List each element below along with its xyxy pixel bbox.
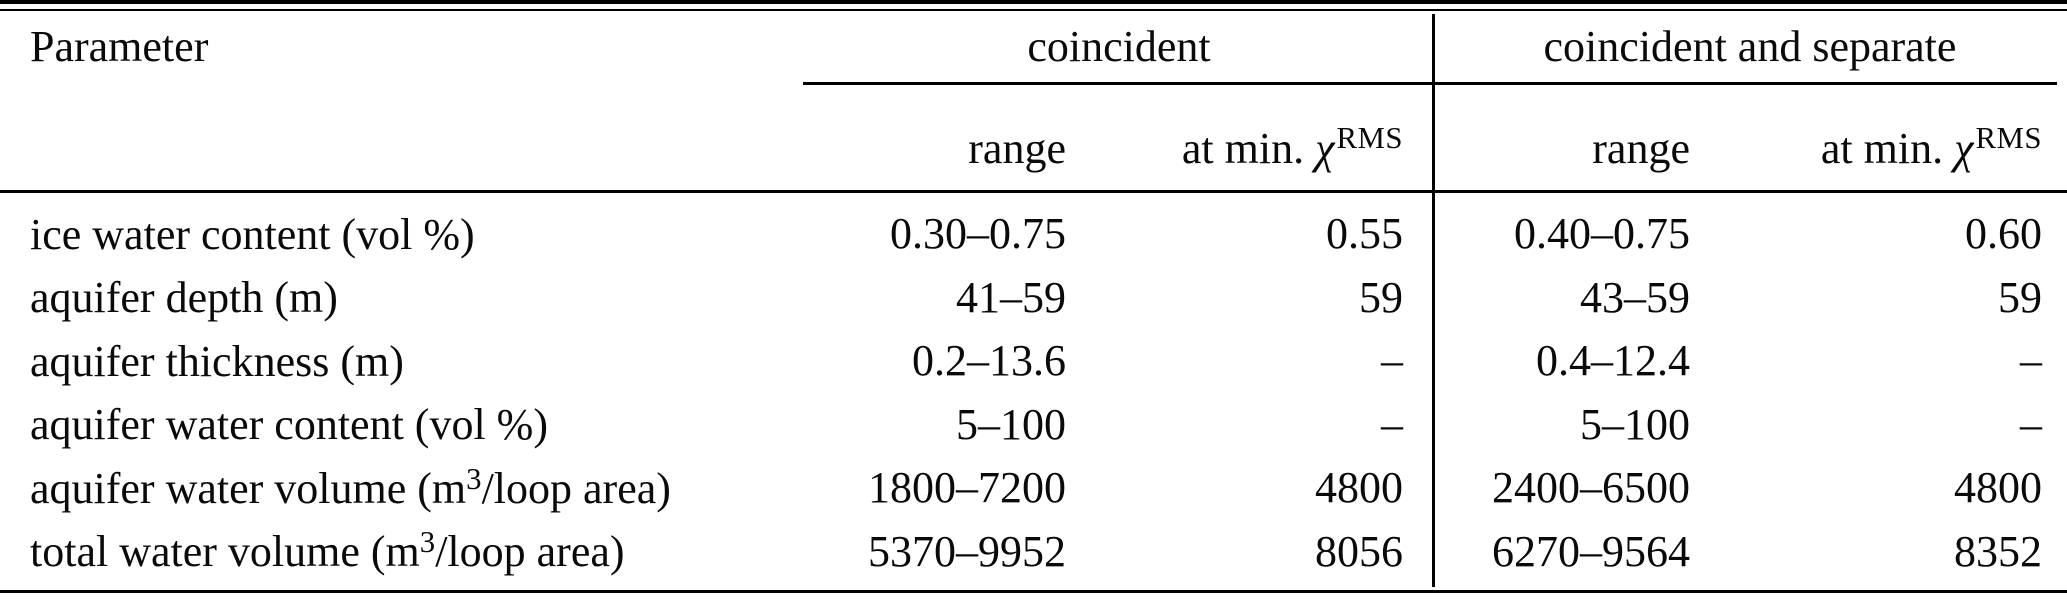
column-group-coincident: coincident xyxy=(1027,22,1211,71)
param-superscript: 3 xyxy=(419,525,436,560)
column-header-parameter: Parameter xyxy=(30,22,209,71)
min-chi-cell-coincident: – xyxy=(1381,336,1403,386)
subheader-row: range at min. χRMS range at min. χRMS xyxy=(0,85,2067,190)
param-label-cell: total water volume (m3/loop area) xyxy=(0,525,805,577)
range-cell-coincident-separate: 0.40–0.75 xyxy=(1514,209,1690,259)
param-label-cell: aquifer thickness (m) xyxy=(0,335,805,387)
range-cell-coincident: 5370–9952 xyxy=(868,526,1066,576)
param-label: ice water content (vol %) xyxy=(30,209,475,259)
table-top-rule-inner xyxy=(0,9,2067,11)
column-group-divider xyxy=(1432,14,1435,587)
param-label-cell: aquifer water content (vol %) xyxy=(0,398,805,450)
min-chi-cell-coincident: 4800 xyxy=(1315,463,1403,513)
min-chi-cell-coincident: 0.55 xyxy=(1326,209,1403,259)
chi-symbol: χ xyxy=(1954,124,1974,173)
header-underline xyxy=(0,190,2067,193)
subheader-at-min-chi-rms-coincident-separate: at min. χRMS xyxy=(1690,121,2042,190)
range-cell-coincident-separate: 2400–6500 xyxy=(1492,463,1690,513)
param-label: aquifer water volume (m xyxy=(30,463,467,513)
range-cell-coincident: 0.30–0.75 xyxy=(890,209,1066,259)
range-cell-coincident: 0.2–13.6 xyxy=(912,336,1066,386)
param-label-tail: /loop area) xyxy=(481,463,671,513)
min-chi-cell-coincident: 59 xyxy=(1359,272,1403,322)
table-body: ice water content (vol %) 0.30–0.75 0.55… xyxy=(0,193,2067,583)
param-label-cell: aquifer water volume (m3/loop area) xyxy=(0,462,805,514)
chi-symbol: χ xyxy=(1315,124,1335,173)
subheader-at-min-chi-rms-coincident: at min. χRMS xyxy=(1066,121,1403,190)
range-cell-coincident: 41–59 xyxy=(956,272,1066,322)
min-chi-cell-coincident-separate: 8352 xyxy=(1954,526,2042,576)
param-label-cell: ice water content (vol %) xyxy=(0,208,805,260)
rms-superscript: RMS xyxy=(1336,121,1403,156)
table-top-rule-gap xyxy=(0,4,2067,9)
subheader-range-coincident: range xyxy=(968,124,1066,173)
rms-superscript: RMS xyxy=(1975,121,2042,156)
min-chi-cell-coincident-separate: 59 xyxy=(1998,272,2042,322)
range-cell-coincident-separate: 5–100 xyxy=(1580,399,1690,449)
range-cell-coincident: 1800–7200 xyxy=(868,463,1066,513)
min-chi-cell-coincident: 8056 xyxy=(1315,526,1403,576)
at-min-text: at min. xyxy=(1181,124,1316,173)
param-label: total water volume (m xyxy=(30,527,420,577)
table-bottom-rule xyxy=(0,590,2067,593)
param-label: aquifer depth (m) xyxy=(30,273,338,323)
at-min-text: at min. xyxy=(1820,124,1955,173)
table-row: aquifer water content (vol %) 5–100 – 5–… xyxy=(0,393,2067,457)
min-chi-cell-coincident-separate: 4800 xyxy=(1954,463,2042,513)
min-chi-cell-coincident-separate: – xyxy=(2020,336,2042,386)
range-cell-coincident: 5–100 xyxy=(956,399,1066,449)
min-chi-cell-coincident: – xyxy=(1381,399,1403,449)
subheader-spacer xyxy=(0,174,805,190)
param-superscript: 3 xyxy=(466,461,482,496)
group-header-row: Parameter coincident coincident and sepa… xyxy=(0,11,2067,82)
param-label: aquifer water content (vol %) xyxy=(30,400,548,450)
table-row: aquifer water volume (m3/loop area) 1800… xyxy=(0,456,2067,520)
min-chi-cell-coincident-separate: 0.60 xyxy=(1965,209,2042,259)
subheader-right-pad xyxy=(2042,174,2067,190)
column-group-coincident-and-separate: coincident and separate xyxy=(1543,22,1957,71)
param-label-tail: /loop area) xyxy=(435,527,625,577)
table-row: aquifer depth (m) 41–59 59 43–59 59 xyxy=(0,266,2067,330)
range-cell-coincident-separate: 0.4–12.4 xyxy=(1536,336,1690,386)
table-row: aquifer thickness (m) 0.2–13.6 – 0.4–12.… xyxy=(0,329,2067,393)
table-row: total water volume (m3/loop area) 5370–9… xyxy=(0,520,2067,584)
param-label: aquifer thickness (m) xyxy=(30,336,404,386)
table-row: ice water content (vol %) 0.30–0.75 0.55… xyxy=(0,202,2067,266)
param-label-cell: aquifer depth (m) xyxy=(0,271,805,323)
group-columns-underline xyxy=(803,82,2057,85)
table-top-rule xyxy=(0,0,2067,4)
range-cell-coincident-separate: 6270–9564 xyxy=(1492,526,1690,576)
range-cell-coincident-separate: 43–59 xyxy=(1580,272,1690,322)
min-chi-cell-coincident-separate: – xyxy=(2020,399,2042,449)
subheader-range-coincident-separate: range xyxy=(1592,124,1690,173)
